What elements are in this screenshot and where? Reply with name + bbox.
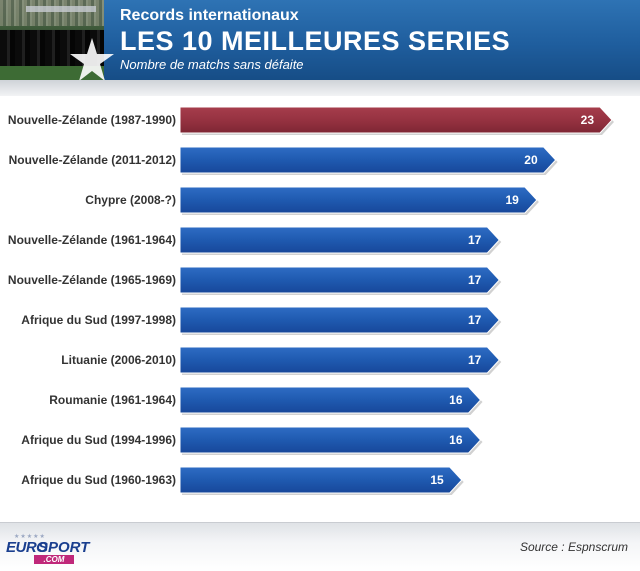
category-label: Roumanie (1961-1964) bbox=[49, 393, 176, 407]
bar-row: Afrique du Sud (1960-1963) 15 bbox=[21, 466, 464, 495]
header-shade bbox=[0, 80, 640, 96]
header-banner: Records internationaux LES 10 MEILLEURES… bbox=[0, 0, 640, 80]
bar bbox=[179, 466, 463, 494]
value-label: 17 bbox=[468, 233, 482, 247]
page-title: LES 10 MEILLEURES SERIES bbox=[120, 26, 511, 56]
category-label: Nouvelle-Zélande (1961-1964) bbox=[8, 233, 176, 247]
bar bbox=[179, 266, 500, 294]
logo-com-text: .COM bbox=[34, 555, 74, 564]
value-label: 16 bbox=[449, 433, 463, 447]
bar-chart: Nouvelle-Zélande (1987-1990) 23Nouvelle-Z… bbox=[8, 106, 614, 495]
category-label: Afrique du Sud (1960-1963) bbox=[21, 473, 176, 487]
photo-field bbox=[0, 66, 104, 80]
bar bbox=[179, 186, 538, 214]
category-label: Lituanie (2006-2010) bbox=[61, 353, 176, 367]
eurosport-logo: ★★★★★ EURO SPORT .COM bbox=[6, 534, 89, 565]
value-label: 16 bbox=[449, 393, 463, 407]
value-label: 15 bbox=[430, 473, 444, 487]
category-label: Nouvelle-Zélande (1987-1990) bbox=[8, 113, 176, 127]
logo-euro-text: EURO bbox=[6, 539, 48, 556]
logo-sport-text: SPORT bbox=[38, 539, 90, 556]
value-label: 17 bbox=[468, 353, 482, 367]
value-label: 17 bbox=[468, 313, 482, 327]
team-photo bbox=[0, 0, 104, 80]
category-label: Chypre (2008-?) bbox=[85, 193, 176, 207]
footer: ★★★★★ EURO SPORT .COM Source : Espnscrum bbox=[0, 522, 640, 571]
bar bbox=[179, 306, 500, 334]
bar-row: Nouvelle-Zélande (2011-2012) 20 bbox=[9, 146, 558, 175]
logo-stars-icon: ★★★★★ bbox=[14, 534, 46, 540]
bar bbox=[179, 146, 557, 174]
photo-crowd bbox=[0, 0, 104, 26]
category-label: Nouvelle-Zélande (2011-2012) bbox=[9, 153, 176, 167]
value-label: 23 bbox=[581, 113, 595, 127]
header-description: Nombre de matchs sans défaite bbox=[120, 57, 304, 72]
bar-row: Nouvelle-Zélande (1965-1969) 17 bbox=[8, 266, 502, 295]
bar-row: Afrique du Sud (1994-1996) 16 bbox=[21, 426, 483, 455]
category-label: Afrique du Sud (1994-1996) bbox=[21, 433, 176, 447]
bar-row: Afrique du Sud (1997-1998) 17 bbox=[21, 306, 502, 335]
star-icon bbox=[70, 38, 114, 80]
header-subtitle: Records internationaux bbox=[120, 7, 299, 24]
category-label: Nouvelle-Zélande (1965-1969) bbox=[8, 273, 176, 287]
source-credit: Source : Espnscrum bbox=[519, 540, 628, 554]
bar-row: Lituanie (2006-2010) 17 bbox=[61, 346, 502, 375]
bar bbox=[179, 346, 500, 374]
value-label: 20 bbox=[524, 153, 538, 167]
bar-row: Nouvelle-Zélande (1961-1964) 17 bbox=[8, 226, 502, 255]
bar bbox=[179, 226, 500, 254]
category-label: Afrique du Sud (1997-1998) bbox=[21, 313, 176, 327]
bar-row: Roumanie (1961-1964) 16 bbox=[49, 386, 483, 415]
value-label: 17 bbox=[468, 273, 482, 287]
photo-stadium-banner bbox=[26, 6, 96, 12]
value-label: 19 bbox=[506, 193, 520, 207]
bar bbox=[179, 426, 482, 454]
bar-row: Chypre (2008-?) 19 bbox=[85, 186, 539, 215]
bar bbox=[179, 386, 482, 414]
bar-row: Nouvelle-Zélande (1987-1990) 23 bbox=[8, 106, 614, 135]
bar-highlighted bbox=[179, 106, 613, 134]
